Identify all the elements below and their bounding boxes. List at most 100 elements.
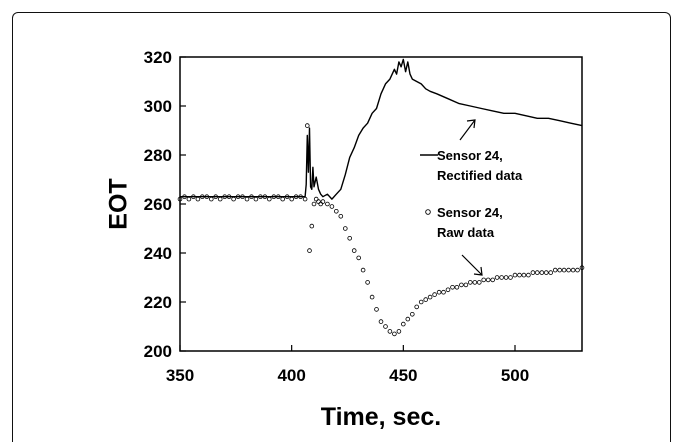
raw-data-point — [539, 270, 545, 275]
raw-data-point — [347, 236, 353, 241]
raw-data-point — [333, 209, 339, 214]
raw-data-point — [191, 194, 196, 200]
raw-data-point — [548, 270, 553, 275]
x-axis-label: Time, sec. — [321, 403, 441, 431]
raw-data-point — [530, 270, 536, 275]
y-axis-label: EOT — [105, 178, 133, 229]
raw-data-point — [579, 265, 585, 271]
x-axis: 350 400 450 500 — [166, 345, 529, 385]
y-tick-label: 300 — [144, 97, 172, 116]
y-tick-label: 320 — [144, 48, 172, 67]
arrow-rectified-shaft — [459, 119, 476, 141]
raw-data-point — [329, 204, 335, 209]
legend-raw-line2: Raw data — [437, 225, 495, 240]
y-tick-label: 200 — [144, 342, 172, 361]
arrow-raw-shaft — [461, 254, 483, 276]
raw-data-point — [226, 194, 232, 200]
raw-data-point — [414, 304, 420, 310]
raw-data-point — [275, 194, 281, 200]
raw-data-point — [284, 194, 290, 200]
raw-data-point — [280, 196, 286, 202]
raw-data-point — [266, 196, 272, 202]
raw-data-point — [258, 194, 263, 200]
raw-data-point — [552, 267, 558, 273]
y-tick-label: 260 — [144, 195, 172, 214]
raw-data-point — [369, 294, 375, 300]
raw-data-point — [409, 311, 415, 317]
raw-data-point — [213, 194, 219, 200]
raw-data-point — [356, 255, 362, 261]
y-tick-label: 240 — [144, 244, 172, 263]
raw-data-point — [204, 194, 210, 200]
raw-data-point — [360, 267, 366, 273]
raw-data-point — [231, 196, 236, 202]
plot-area — [179, 56, 583, 352]
raw-data-point — [557, 267, 562, 273]
raw-data-point — [293, 194, 299, 200]
raw-data-point — [481, 277, 487, 283]
raw-data-point — [383, 324, 388, 329]
raw-data-point — [311, 201, 317, 207]
raw-data-point — [186, 196, 192, 202]
raw-data-point — [445, 287, 451, 293]
arrow-rectified — [459, 119, 476, 141]
raw-data-point — [454, 284, 460, 290]
raw-data-point — [459, 282, 464, 288]
raw-data-point — [490, 277, 496, 283]
raw-data-point — [476, 280, 482, 285]
legend-raw: Sensor 24, Raw data — [425, 205, 503, 240]
legend-rectified-line2: Rectified data — [437, 168, 523, 183]
y-tick-label: 280 — [144, 146, 172, 165]
x-tick-label: 350 — [166, 366, 194, 385]
raw-data-point — [543, 270, 549, 275]
raw-data-point — [517, 272, 522, 278]
y-tick-label: 220 — [144, 293, 172, 312]
raw-data-point — [378, 319, 384, 324]
raw-data-point — [392, 331, 397, 337]
raw-data-point — [512, 272, 518, 278]
raw-data-point — [271, 194, 277, 200]
raw-data-point — [342, 226, 348, 231]
raw-data-point — [262, 194, 268, 200]
raw-data-point — [351, 248, 357, 253]
raw-data-point — [235, 194, 241, 200]
raw-data-point — [304, 123, 310, 128]
raw-data-point — [240, 194, 245, 200]
raw-data-point — [485, 277, 491, 283]
raw-data-point — [289, 196, 295, 202]
raw-data-point — [566, 267, 571, 273]
raw-data-point — [575, 267, 580, 273]
raw-data-point — [521, 272, 527, 278]
raw-data-point — [396, 329, 402, 334]
raw-data-point — [472, 280, 478, 285]
raw-data-point — [405, 316, 411, 322]
x-tick-label: 400 — [277, 366, 305, 385]
raw-data-point — [526, 272, 531, 278]
raw-data-point — [313, 196, 319, 202]
series-layer — [177, 58, 585, 337]
raw-data-point — [177, 196, 183, 202]
raw-data-point — [494, 275, 500, 280]
raw-data-point — [298, 194, 303, 200]
raw-data-point — [182, 194, 187, 200]
raw-data-point — [244, 196, 250, 202]
raw-data-point — [463, 282, 469, 288]
raw-data-point — [249, 194, 254, 200]
raw-data-point — [209, 196, 214, 202]
x-tick-label: 450 — [389, 366, 417, 385]
raw-data-point — [374, 307, 379, 312]
raw-data-point — [217, 196, 223, 202]
legend-raw-line1: Sensor 24, — [437, 205, 503, 220]
raw-data-point — [467, 280, 473, 285]
raw-data-point — [222, 194, 228, 200]
raw-data-point — [200, 194, 205, 200]
rectified-data-line — [180, 58, 583, 200]
legend-rectified: Sensor 24, Rectified data — [420, 148, 523, 183]
legend-circle-marker — [425, 209, 431, 215]
raw-data-point — [195, 196, 201, 202]
raw-data-point — [307, 248, 312, 253]
raw-data-point — [418, 299, 424, 305]
x-tick-label: 500 — [501, 366, 529, 385]
raw-data-point — [503, 275, 509, 280]
